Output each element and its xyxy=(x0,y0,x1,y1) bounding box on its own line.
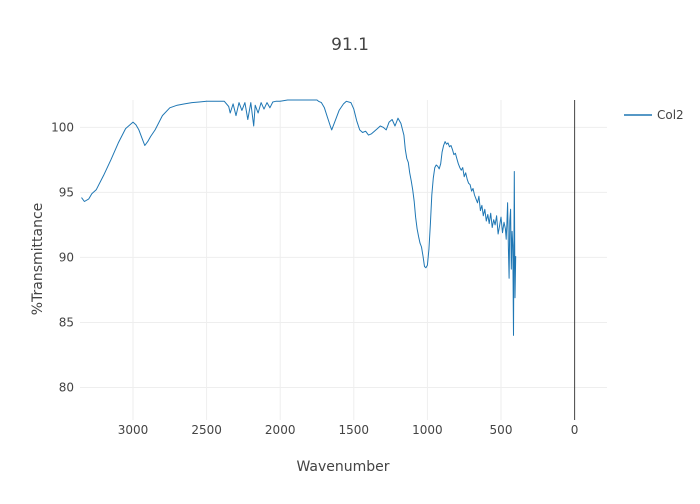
x-tick-label: 1000 xyxy=(412,423,443,437)
x-tick-label: 500 xyxy=(490,423,513,437)
grid xyxy=(80,100,607,420)
x-tick-label: 2500 xyxy=(191,423,222,437)
y-tick-label: 95 xyxy=(59,185,74,199)
series-layer xyxy=(81,99,517,336)
legend-label-col2: Col2 xyxy=(657,108,684,122)
x-tick-label: 3000 xyxy=(118,423,149,437)
x-tick-label: 0 xyxy=(571,423,579,437)
x-axis-title: Wavenumber xyxy=(296,459,389,475)
series-line-col2 xyxy=(81,99,517,336)
x-tick-label: 2000 xyxy=(265,423,296,437)
chart-title: 91.1 xyxy=(331,35,369,55)
y-tick-label: 80 xyxy=(59,380,74,394)
y-tick-label: 85 xyxy=(59,315,74,329)
legend[interactable]: Col2 xyxy=(624,108,684,122)
y-tick-label: 90 xyxy=(59,250,74,264)
y-axis-title: %Transmittance xyxy=(30,203,46,316)
tick-labels: 3000 2500 2000 1500 1000 500 0 80 85 90 95 100 xyxy=(51,120,578,437)
x-tick-label: 1500 xyxy=(339,423,370,437)
y-tick-label: 100 xyxy=(51,120,74,134)
